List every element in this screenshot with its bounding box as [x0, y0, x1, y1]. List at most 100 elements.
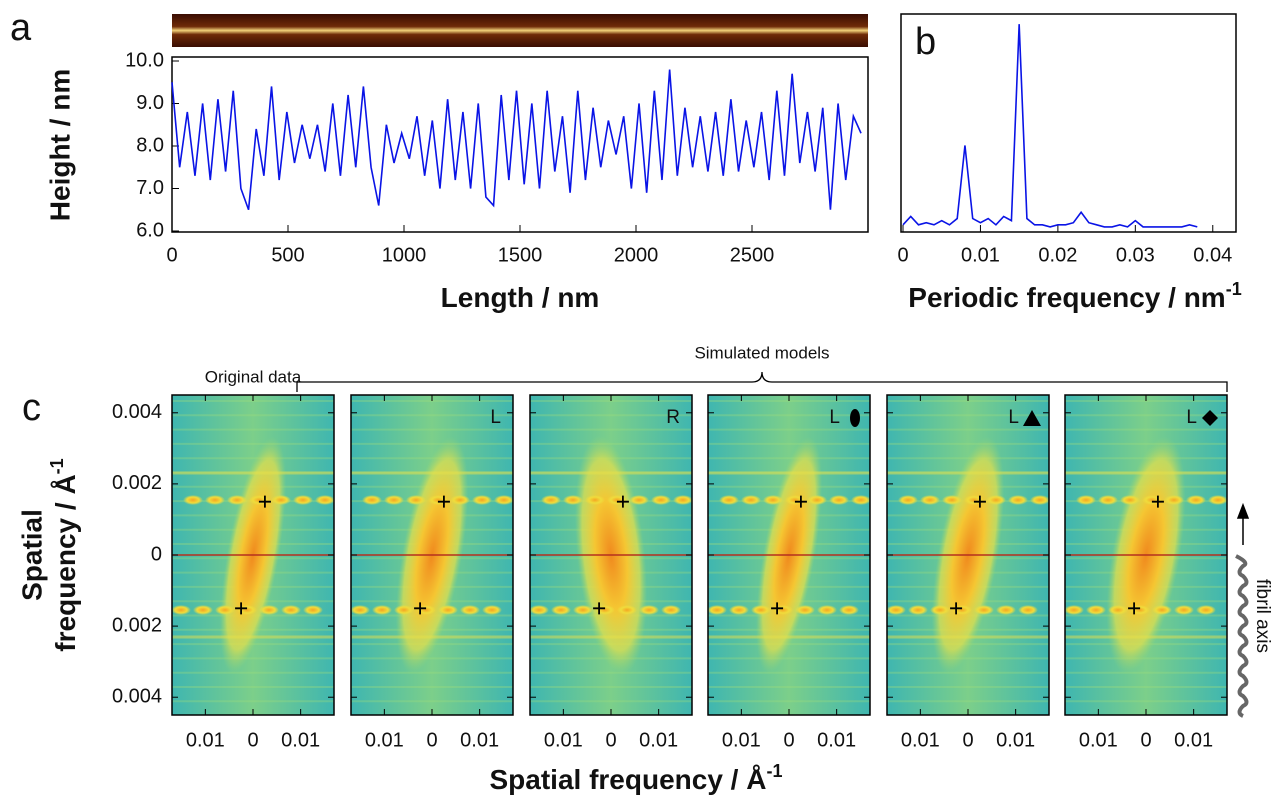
- heatmap-spot: [205, 495, 225, 505]
- x-axis-label-sup: -1: [1226, 279, 1242, 299]
- heatmap-spot: [372, 605, 392, 615]
- heatmap-spot: [964, 495, 984, 505]
- x-tick-label: 0.02: [1038, 244, 1077, 266]
- cross-marker: [414, 602, 427, 615]
- group-bracket: [296, 371, 1228, 392]
- heatmap-spot: [974, 605, 994, 615]
- x-tick-label: 0.01: [1079, 729, 1118, 751]
- x-tick-label: 0.04: [1193, 244, 1232, 266]
- heatmap-spot: [472, 495, 492, 505]
- heatmap-spot: [281, 605, 301, 615]
- heatmap-spot: [428, 495, 448, 505]
- x-tick-label: 0: [783, 729, 794, 751]
- y-tick-label: 8.0: [136, 134, 164, 156]
- heatmap-spot: [259, 605, 279, 615]
- heatmap-spot: [807, 495, 827, 505]
- x-tick-label: 0.01: [961, 244, 1000, 266]
- panel-label: c: [22, 387, 41, 429]
- heatmap-spot: [617, 605, 637, 615]
- y-axis-label: frequency / Å-1: [47, 458, 82, 651]
- x-axis-label: Spatial frequency / Å-1: [490, 761, 783, 796]
- heatmap-spot: [1142, 495, 1162, 505]
- x-tick-label: 0.01: [544, 729, 583, 751]
- heatmap-spot: [362, 495, 382, 505]
- heatmap-spot: [763, 495, 783, 505]
- x-tick-label: 2500: [730, 244, 775, 266]
- heatmap-spot: [607, 495, 627, 505]
- y-tick-label: 0.004: [112, 686, 162, 708]
- heatmap-spot: [416, 605, 436, 615]
- y-axis-label: Spatial: [16, 509, 47, 601]
- x-tick-label: 1500: [498, 244, 543, 266]
- heatmap-spot: [1018, 605, 1038, 615]
- heatmap-spot: [729, 605, 749, 615]
- heatmap-spot: [1120, 495, 1140, 505]
- x-axis-label-main: Periodic frequency / nm: [908, 282, 1225, 313]
- cross-marker: [771, 602, 784, 615]
- heatmap-spot: [651, 495, 671, 505]
- y-axis-label-sup: -1: [47, 458, 67, 474]
- x-tick-label: 0: [962, 729, 973, 751]
- heatmap-spot: [1098, 495, 1118, 505]
- heatmap-spot: [1008, 495, 1028, 505]
- cross-marker: [437, 495, 450, 508]
- group-label: Simulated models: [694, 343, 829, 362]
- y-tick-label: 6.0: [136, 219, 164, 241]
- cross-marker: [1151, 495, 1164, 508]
- y-tick-label: 7.0: [136, 177, 164, 199]
- heatmap-spot: [661, 605, 681, 615]
- model-label: L: [1186, 407, 1197, 428]
- y-tick-label: 10.0: [125, 49, 164, 71]
- heatmap-spot: [930, 605, 950, 615]
- heatmap-spot: [450, 495, 470, 505]
- heatmap-spot: [1174, 605, 1194, 615]
- heatmap-spot: [719, 495, 739, 505]
- x-tick-label: 0: [605, 729, 616, 751]
- model-marker: [850, 409, 860, 427]
- heatmap-spot: [227, 495, 247, 505]
- x-tick-label: 1000: [382, 244, 427, 266]
- x-tick-label: 2000: [614, 244, 659, 266]
- heatmap-spot: [1164, 495, 1184, 505]
- heatmap-spot: [406, 495, 426, 505]
- heatmap-spot: [942, 495, 962, 505]
- heatmap-spot: [795, 605, 815, 615]
- model-label: R: [666, 407, 680, 428]
- heatmap-spot: [751, 605, 771, 615]
- heatmap-spot: [673, 495, 693, 505]
- cross-marker: [950, 602, 963, 615]
- heatmap-spot: [573, 605, 593, 615]
- heatmap-spot: [1064, 605, 1084, 615]
- x-tick-label: 0: [426, 729, 437, 751]
- heatmap-spot: [817, 605, 837, 615]
- y-tick-label: 9.0: [136, 92, 164, 114]
- x-axis-label-sup: -1: [766, 761, 782, 781]
- heatmap-spot: [1086, 605, 1106, 615]
- heatmap-spot: [829, 495, 849, 505]
- heatmap-spot: [315, 495, 335, 505]
- cross-marker: [235, 602, 248, 615]
- heatmap-spot: [1130, 605, 1150, 615]
- heatmap-spot: [585, 495, 605, 505]
- y-tick-label: 0.002: [112, 472, 162, 494]
- y-axis-label-main: frequency / Å: [50, 474, 81, 651]
- x-axis-label: Length / nm: [441, 282, 600, 313]
- heatmap-spot: [773, 605, 793, 615]
- heatmap-spot: [629, 495, 649, 505]
- heatmap-spot: [183, 495, 203, 505]
- heatmap-spot: [839, 605, 859, 615]
- model-label: L: [1008, 407, 1019, 428]
- x-tick-label: 0.01: [996, 729, 1035, 751]
- heatmap-spot: [920, 495, 940, 505]
- cross-marker: [258, 495, 271, 508]
- heatmap-spot: [1152, 605, 1172, 615]
- heatmap-spot: [384, 495, 404, 505]
- heatmap-spot: [271, 495, 291, 505]
- x-tick-label: 0.01: [460, 729, 499, 751]
- heatmap-spot: [1186, 495, 1206, 505]
- heatmap-spot: [1030, 495, 1050, 505]
- heatmap-spot: [595, 605, 615, 615]
- y-axis-label: Height / nm: [44, 69, 75, 221]
- x-tick-label: 0.01: [1174, 729, 1213, 751]
- heatmap-spot: [215, 605, 235, 615]
